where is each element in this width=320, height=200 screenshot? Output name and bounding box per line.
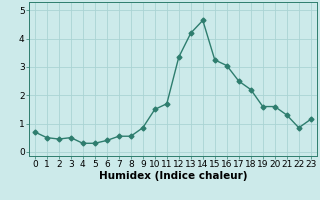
X-axis label: Humidex (Indice chaleur): Humidex (Indice chaleur): [99, 171, 247, 181]
